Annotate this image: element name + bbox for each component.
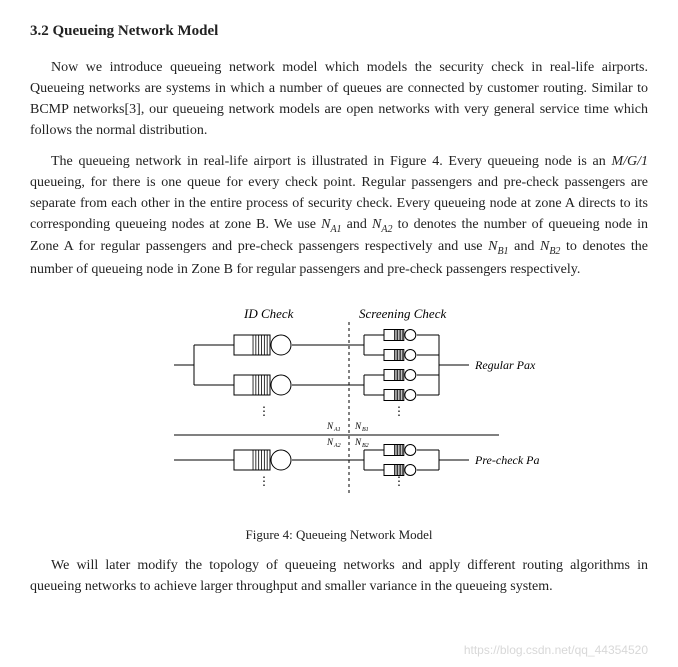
- svg-text:B2: B2: [362, 443, 369, 449]
- p2-a: The queueing network in real-life airpor…: [51, 154, 611, 169]
- svg-text:N: N: [326, 437, 334, 447]
- svg-text:Pre-check Pax: Pre-check Pax: [474, 453, 539, 467]
- paragraph-2: The queueing network in real-life airpor…: [30, 151, 648, 281]
- svg-text:⋮: ⋮: [258, 404, 270, 418]
- mg1-notation: M/G/1: [611, 154, 648, 169]
- svg-text:A2: A2: [333, 443, 341, 449]
- nb2-sub: B2: [549, 246, 560, 257]
- svg-text:N: N: [354, 421, 362, 431]
- nb1-sub: B1: [497, 246, 508, 257]
- figure-svg: ID Check Screening Check ⋮ ⋮ ⋮ ⋮ Regular Pax Pr…: [139, 300, 539, 510]
- watermark: https://blog.csdn.net/qq_44354520: [464, 641, 648, 659]
- para1-text: Now we introduce queueing network model …: [30, 60, 648, 138]
- na1-sub: A1: [330, 223, 341, 234]
- p2-c: and: [342, 217, 372, 232]
- svg-text:⋮: ⋮: [393, 474, 405, 488]
- paragraph-1: Now we introduce queueing network model …: [30, 57, 648, 141]
- svg-text:N: N: [354, 437, 362, 447]
- section-heading: 3.2 Queueing Network Model: [30, 20, 648, 43]
- p2-e: and: [509, 239, 540, 254]
- paragraph-3: We will later modify the topology of que…: [30, 555, 648, 597]
- svg-text:N: N: [326, 421, 334, 431]
- figure-caption: Figure 4: Queueing Network Model: [30, 525, 648, 545]
- svg-text:⋮: ⋮: [258, 474, 270, 488]
- svg-text:Screening Check: Screening Check: [359, 306, 446, 321]
- para3-text: We will later modify the topology of que…: [30, 558, 648, 594]
- svg-text:B1: B1: [362, 427, 369, 433]
- svg-text:ID Check: ID Check: [243, 306, 294, 321]
- svg-text:A1: A1: [333, 427, 341, 433]
- svg-text:Regular Pax: Regular Pax: [474, 358, 536, 372]
- nb2: N: [540, 239, 549, 254]
- na2-sub: A2: [381, 223, 392, 234]
- na2: N: [372, 217, 381, 232]
- figure-4: ID Check Screening Check ⋮ ⋮ ⋮ ⋮ Regular Pax Pr…: [30, 300, 648, 545]
- svg-text:⋮: ⋮: [393, 404, 405, 418]
